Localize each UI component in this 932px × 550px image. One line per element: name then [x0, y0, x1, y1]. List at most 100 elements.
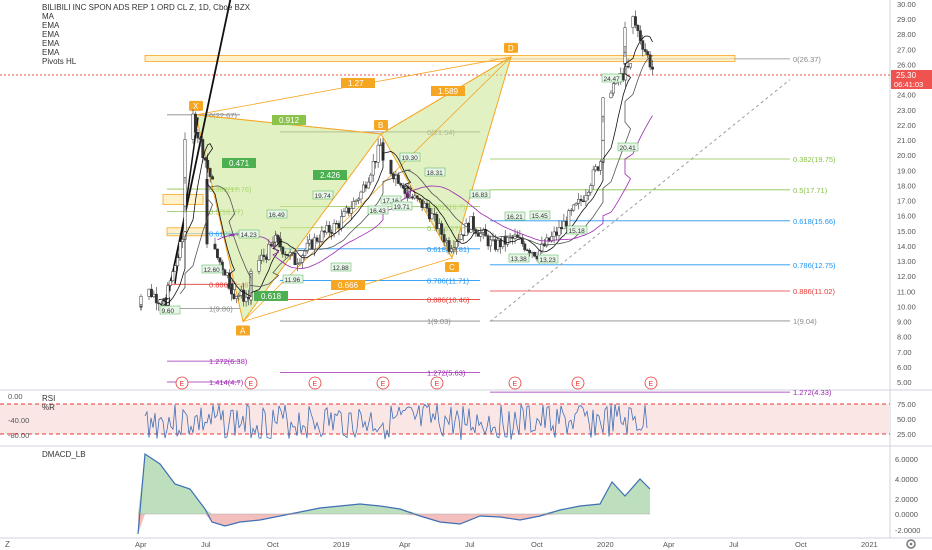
pivot-label: 15.18 — [569, 228, 586, 235]
pivot-label: 11.96 — [285, 277, 301, 284]
wr-label[interactable]: %R — [42, 403, 55, 412]
candle-body — [631, 16, 635, 28]
indicator-ema-1[interactable]: EMA — [42, 21, 60, 30]
candle-body — [609, 92, 613, 98]
time-tick-label: Jul — [201, 540, 211, 549]
candle-body — [572, 204, 576, 211]
candle-body — [396, 174, 400, 184]
pivot-label-box — [201, 264, 223, 274]
rsi-tick-label: 75.00 — [897, 400, 916, 409]
candle-body — [259, 254, 263, 261]
earnings-event-icon[interactable] — [308, 376, 322, 390]
rsi-label[interactable]: RSI — [42, 394, 55, 403]
candle-body — [283, 253, 287, 256]
candle-body — [427, 207, 431, 220]
candle-body — [506, 237, 510, 245]
pivot-label-box — [282, 274, 304, 284]
indicator-ema-3[interactable]: EMA — [42, 39, 60, 48]
wr-tick-label: -40.00 — [8, 416, 29, 425]
pivot-label: 9.60 — [162, 308, 175, 315]
fib-right-label: 0.886(11.02) — [793, 287, 835, 296]
fib-right-label: 1(9.04) — [793, 317, 817, 326]
earnings-event-icon[interactable] — [244, 376, 258, 390]
time-tick-label: Jul — [729, 540, 739, 549]
harmonic-ratio-box — [331, 280, 365, 290]
pivot-label: 16.43 — [370, 208, 387, 215]
candle-body — [442, 234, 446, 243]
candle-body — [193, 113, 197, 133]
earnings-event-icon[interactable] — [430, 376, 444, 390]
earnings-event-icon[interactable] — [376, 376, 390, 390]
price-tick-label: 24.00 — [897, 91, 916, 100]
price-tick-label: 30.00 — [897, 0, 916, 9]
time-tick-label: 2020 — [597, 540, 614, 549]
price-tick-label: 7.00 — [897, 348, 912, 357]
pivot-label: 14.23 — [241, 232, 258, 239]
candle-body — [486, 235, 490, 247]
indicator-pivots-hl[interactable]: Pivots HL — [42, 57, 77, 66]
indicator-ma[interactable]: MA — [42, 12, 55, 21]
price-tick-label: 11.00 — [897, 287, 915, 296]
candle-body — [211, 176, 215, 180]
pivot-label: 12.88 — [333, 265, 350, 272]
candle-body — [330, 231, 334, 234]
candle-body — [183, 139, 187, 178]
symbol-title: BILIBILI INC SPON ADS REP 1 ORD CL Z, 1D… — [42, 3, 251, 12]
candle-body — [489, 239, 493, 247]
candle-body — [249, 271, 253, 274]
gear-icon[interactable] — [906, 539, 916, 549]
earnings-event-icon[interactable] — [571, 376, 585, 390]
candle-body — [564, 221, 568, 227]
pivot-label-box — [529, 210, 551, 220]
pivot-label-box — [617, 142, 639, 152]
price-tick-label: 9.00 — [897, 318, 912, 327]
candle-body — [218, 257, 222, 263]
candle-body — [347, 207, 351, 214]
harmonic-ratio-label: 0.912 — [279, 116, 300, 125]
harmonic-point-label: X — [193, 102, 199, 111]
pivot-label-box — [566, 225, 588, 235]
pivot-label-box — [391, 201, 413, 211]
candle-body — [273, 235, 277, 243]
harmonic-ratio-box — [222, 158, 256, 168]
candle-body — [332, 223, 336, 234]
ema-line — [179, 55, 653, 295]
harmonic-point-label: C — [449, 263, 455, 272]
pivot-label-box — [367, 205, 389, 215]
earnings-event-icon[interactable] — [175, 376, 189, 390]
black-trendline — [164, 0, 232, 310]
fib-right-label: 0.382(19.75) — [793, 155, 836, 164]
candle-body — [208, 168, 212, 177]
candle-body — [496, 239, 500, 250]
event-label: E — [249, 381, 254, 388]
price-tick-label: 29.00 — [897, 15, 916, 24]
candle-body — [389, 160, 393, 175]
earnings-event-icon[interactable] — [508, 376, 522, 390]
bottom-left-icon[interactable]: Z — [5, 540, 10, 549]
candle-body — [567, 210, 571, 227]
pivot-label: 16.49 — [269, 212, 286, 219]
d-resistance-zone — [144, 55, 736, 62]
price-tick-label: 22.00 — [897, 121, 916, 130]
fib-mid-label: 0.886(10.46) — [427, 295, 470, 304]
harmonic-ratio-label: 1.27 — [348, 79, 364, 88]
indicator-ema-4[interactable]: EMA — [42, 48, 60, 57]
candle-body — [315, 237, 319, 242]
candle-body — [337, 223, 341, 229]
price-tick-label: 5.00 — [897, 378, 912, 387]
candle-body — [271, 241, 275, 244]
candle-body — [374, 161, 378, 163]
candle-body — [638, 30, 642, 41]
macd-label[interactable]: DMACD_LB — [42, 450, 86, 459]
candle-body — [196, 132, 200, 139]
candle-body — [369, 174, 373, 183]
price-tick-label: 20.00 — [897, 151, 916, 160]
wr-tick-label: 0.00 — [8, 392, 23, 401]
support-zone — [162, 194, 204, 205]
earnings-event-icon[interactable] — [644, 376, 658, 390]
candle-body — [484, 229, 488, 237]
indicator-ema-2[interactable]: EMA — [42, 30, 60, 39]
candle-body — [281, 246, 285, 255]
harmonic-point-label: B — [378, 121, 383, 130]
